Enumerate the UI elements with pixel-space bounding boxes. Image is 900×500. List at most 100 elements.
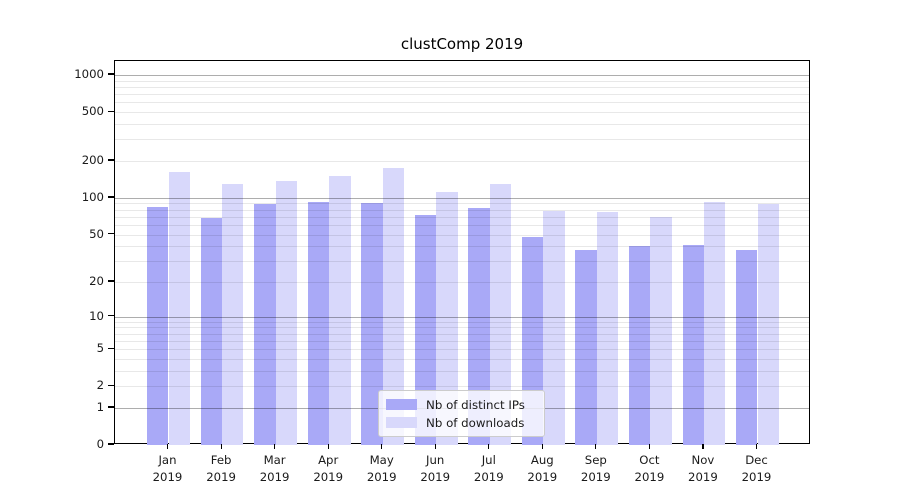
legend-label-distinct-ips: Nb of distinct IPs	[426, 397, 525, 412]
year-label: 2019	[741, 469, 772, 484]
minor-gridline	[115, 246, 809, 248]
y-tick-mark	[108, 280, 114, 282]
x-tick-mark	[488, 444, 490, 449]
major-gridline	[115, 316, 809, 318]
minor-gridline	[115, 102, 809, 104]
y-tick-mark	[108, 232, 114, 235]
y-tick-label: 1	[96, 399, 104, 414]
bar-ips-jan	[147, 206, 169, 445]
minor-gridline	[115, 161, 809, 162]
month-label: Oct	[639, 453, 660, 467]
year-label: 2019	[152, 469, 183, 484]
bar-ips-oct	[629, 246, 651, 445]
x-tick-mark	[702, 444, 704, 449]
year-label: 2019	[420, 469, 451, 484]
y-tick-mark	[108, 159, 114, 161]
legend-swatch-downloads	[386, 417, 417, 428]
x-tick-label-jul: Jul 2019	[463, 452, 515, 485]
year-label: 2019	[366, 469, 397, 484]
minor-gridline	[115, 340, 809, 342]
y-tick-label: 0	[96, 437, 104, 451]
x-tick-mark	[220, 444, 222, 449]
minor-gridline	[115, 139, 809, 141]
bar-ips-feb	[200, 218, 223, 445]
bar-ips-nov	[682, 244, 704, 445]
minor-gridline	[115, 216, 809, 218]
x-tick-mark	[434, 444, 436, 449]
bar-downloads-sep	[596, 211, 619, 445]
bar-ips-jul	[468, 208, 490, 445]
x-tick-label-aug: Aug 2019	[516, 452, 568, 485]
month-label: Jun	[426, 453, 445, 467]
y-tick-mark	[108, 384, 114, 386]
month-label: May	[369, 453, 394, 467]
x-tick-label-nov: Nov 2019	[677, 452, 729, 485]
minor-gridline	[115, 386, 809, 388]
legend-item-downloads: Nb of downloads	[386, 416, 537, 430]
minor-gridline	[115, 333, 809, 335]
x-tick-label-mar: Mar 2019	[249, 452, 301, 485]
bar-ips-mar	[254, 204, 276, 445]
minor-gridline	[115, 327, 809, 329]
minor-gridline	[115, 203, 809, 205]
bar-downloads-aug	[543, 211, 565, 445]
minor-gridline	[115, 261, 809, 263]
y-tick-mark	[108, 73, 114, 75]
bar-downloads-mar	[275, 180, 297, 445]
year-label: 2019	[527, 469, 558, 484]
x-tick-mark	[648, 444, 651, 449]
x-tick-label-may: May 2019	[356, 452, 408, 485]
y-tick-label: 20	[89, 274, 104, 288]
minor-gridline	[115, 234, 809, 236]
bar-downloads-feb	[222, 183, 244, 445]
y-tick-mark	[108, 110, 114, 112]
legend-label-downloads: Nb of downloads	[426, 415, 525, 430]
x-tick-label-jun: Jun 2019	[409, 452, 461, 485]
y-tick-label: 10	[89, 308, 104, 323]
bar-ips-may	[361, 203, 383, 445]
legend-item-distinct-ips: Nb of distinct IPs	[386, 398, 537, 412]
y-tick-label: 5	[96, 341, 104, 356]
minor-gridline	[115, 224, 809, 226]
bar-ips-dec	[736, 250, 758, 445]
y-tick-mark	[108, 196, 114, 198]
x-tick-mark	[327, 444, 329, 449]
year-label: 2019	[473, 469, 504, 484]
x-tick-label-jan: Jan 2019	[142, 452, 194, 485]
legend-swatch-distinct-ips	[386, 399, 417, 410]
bar-ips-apr	[307, 202, 330, 445]
year-label: 2019	[580, 469, 611, 484]
year-label: 2019	[313, 469, 344, 484]
x-tick-mark	[166, 444, 169, 449]
minor-gridline	[115, 209, 809, 211]
bar-downloads-apr	[329, 175, 351, 445]
y-tick-mark	[108, 347, 114, 349]
y-tick-label: 500	[81, 104, 104, 119]
x-tick-mark	[274, 444, 276, 449]
month-label: Dec	[745, 453, 768, 467]
minor-gridline	[115, 358, 809, 360]
minor-gridline	[115, 124, 809, 125]
plot-area	[114, 60, 810, 445]
minor-gridline	[115, 370, 809, 372]
month-label: Nov	[691, 453, 715, 467]
y-tick-label: 2	[96, 378, 104, 393]
y-tick-label: 1000	[74, 67, 104, 81]
major-gridline	[115, 197, 809, 199]
x-tick-mark	[381, 444, 383, 449]
x-tick-mark	[541, 444, 543, 449]
y-tick-mark	[108, 315, 114, 317]
month-label: Aug	[530, 453, 554, 467]
legend: Nb of distinct IPs Nb of downloads	[378, 390, 545, 437]
y-tick-label: 50	[89, 226, 104, 241]
month-label: Feb	[210, 453, 232, 467]
bar-downloads-may	[382, 167, 405, 445]
minor-gridline	[115, 282, 809, 283]
year-label: 2019	[259, 469, 290, 484]
bar-downloads-jun	[436, 192, 458, 445]
major-gridline	[115, 75, 809, 76]
month-label: Jan	[158, 453, 177, 467]
x-tick-label-sep: Sep 2019	[570, 452, 622, 485]
x-tick-label-feb: Feb 2019	[195, 452, 247, 485]
